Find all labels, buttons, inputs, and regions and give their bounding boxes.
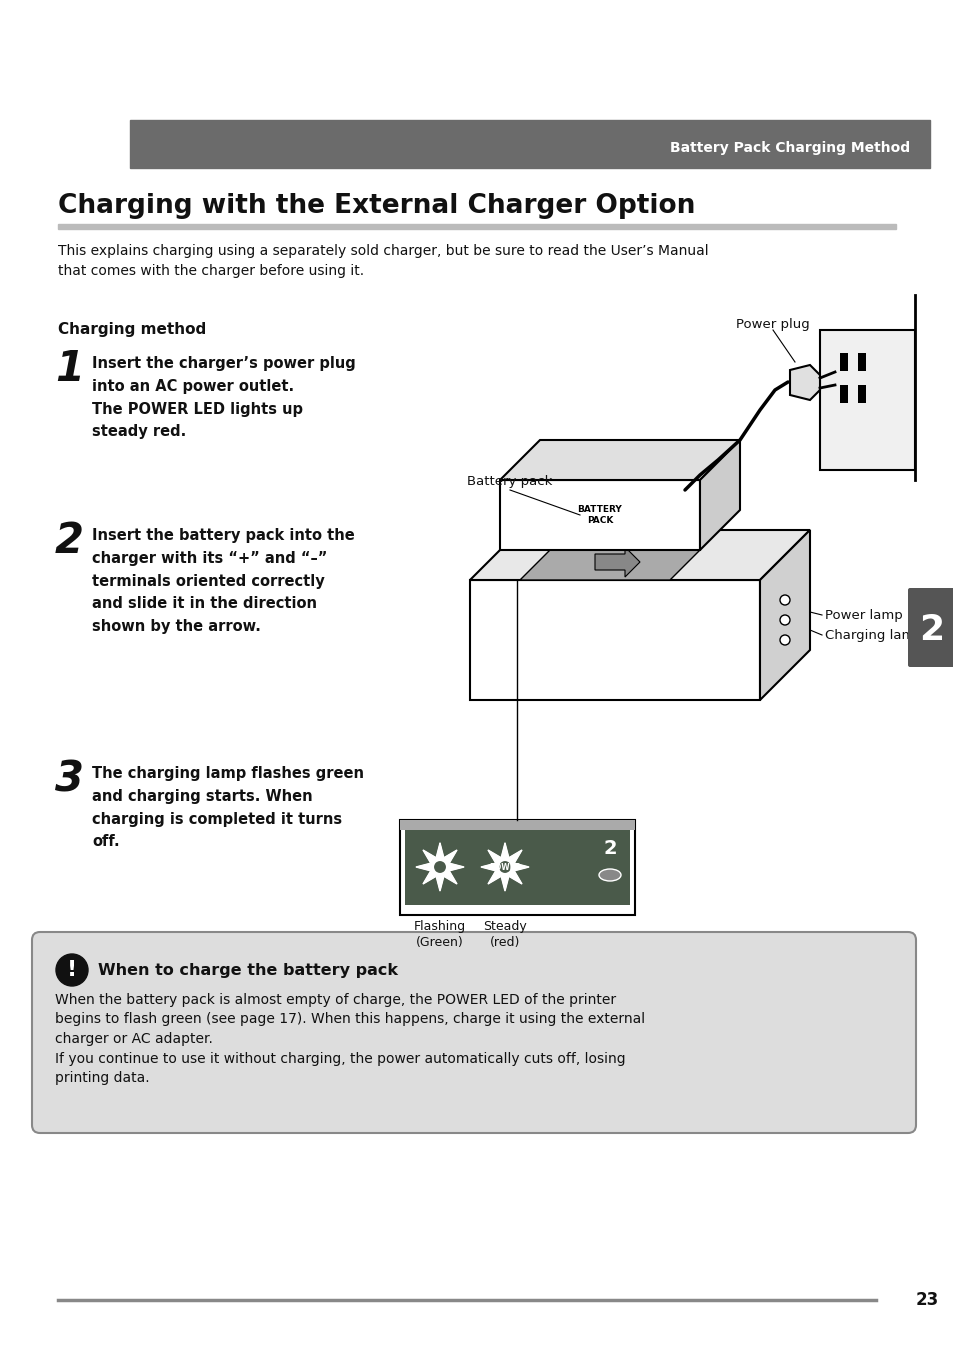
FancyBboxPatch shape [907, 588, 953, 667]
Bar [130, 120, 929, 168]
Circle shape [56, 955, 88, 986]
Text: The charging lamp flashes green
and charging starts. When
charging is completed : The charging lamp flashes green and char… [91, 767, 364, 849]
Text: POWER: POWER [489, 863, 520, 872]
Polygon shape [470, 530, 809, 580]
Text: 1: 1 [55, 347, 84, 389]
Polygon shape [789, 365, 820, 400]
Circle shape [780, 615, 789, 625]
Text: Battery Pack Charging Method: Battery Pack Charging Method [669, 141, 909, 155]
Text: Battery pack: Battery pack [467, 475, 552, 488]
Ellipse shape [598, 869, 620, 882]
Bar [840, 385, 847, 403]
Text: When the battery pack is almost empty of charge, the POWER LED of the printer
be: When the battery pack is almost empty of… [55, 992, 644, 1086]
Bar [405, 830, 629, 904]
Circle shape [780, 635, 789, 645]
Bar [820, 330, 914, 470]
Polygon shape [499, 439, 740, 480]
Bar [58, 224, 895, 228]
Polygon shape [519, 550, 700, 580]
Text: 2: 2 [55, 521, 84, 562]
Text: 2: 2 [919, 612, 943, 648]
Text: 3: 3 [55, 758, 84, 800]
Polygon shape [700, 439, 740, 550]
Polygon shape [595, 548, 639, 577]
Text: Charging method: Charging method [58, 322, 206, 337]
Polygon shape [416, 844, 463, 891]
Text: Insert the charger’s power plug
into an AC power outlet.
The POWER LED lights up: Insert the charger’s power plug into an … [91, 356, 355, 439]
Text: !: ! [67, 960, 77, 980]
Text: When to charge the battery pack: When to charge the battery pack [98, 963, 397, 977]
Text: 23: 23 [915, 1291, 939, 1309]
Text: Steady
(red): Steady (red) [482, 919, 526, 949]
Text: Insert the battery pack into the
charger with its “+” and “–”
terminals oriented: Insert the battery pack into the charger… [91, 529, 355, 634]
Circle shape [433, 860, 447, 873]
Bar [470, 580, 760, 700]
FancyBboxPatch shape [32, 932, 915, 1133]
Text: BATTERY
PACK: BATTERY PACK [577, 504, 621, 525]
Bar [499, 480, 700, 550]
Text: Flashing
(Green): Flashing (Green) [414, 919, 466, 949]
Bar [857, 353, 865, 370]
Text: Power plug: Power plug [736, 318, 809, 331]
Bar [840, 353, 847, 370]
Circle shape [780, 595, 789, 604]
Bar [857, 385, 865, 403]
FancyBboxPatch shape [399, 821, 635, 915]
Polygon shape [760, 530, 809, 700]
Text: This explains charging using a separately sold charger, but be sure to read the : This explains charging using a separatel… [58, 243, 708, 277]
Text: Charging with the External Charger Option: Charging with the External Charger Optio… [58, 193, 695, 219]
Bar [399, 821, 635, 830]
Text: 2: 2 [602, 838, 617, 857]
Text: Charging lamp 1: Charging lamp 1 [824, 629, 935, 641]
Polygon shape [480, 844, 529, 891]
Text: Power lamp: Power lamp [824, 608, 902, 622]
Circle shape [497, 860, 512, 873]
